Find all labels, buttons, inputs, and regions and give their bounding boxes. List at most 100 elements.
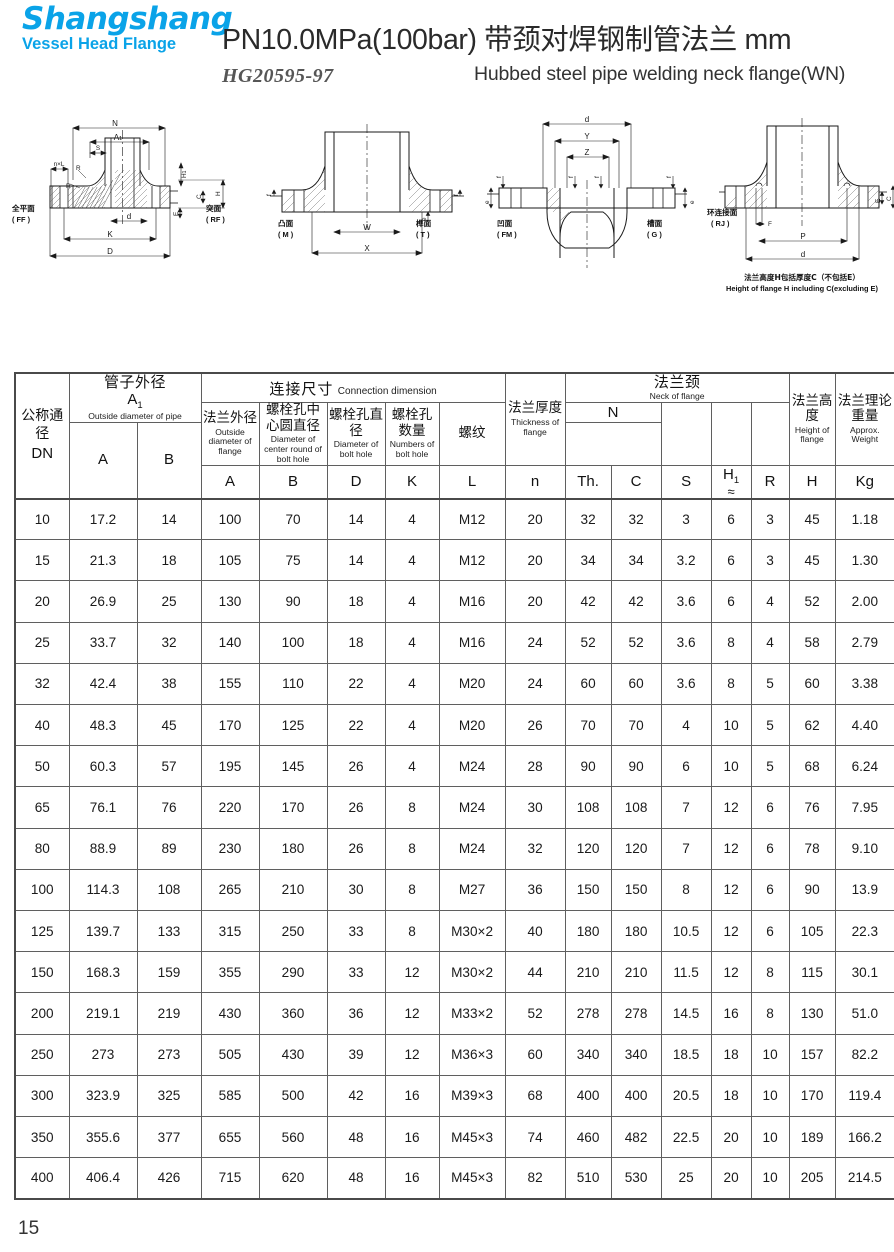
brand-logo: Shangshang Vessel Head Flange: [22, 3, 233, 53]
cell-r: 5: [750, 704, 790, 747]
col-header-weight-cn: 法兰理论重量: [837, 392, 892, 425]
col-symbol-l: L: [438, 464, 506, 500]
cell-n: 4: [384, 662, 440, 706]
sym-pipe-b: B: [288, 472, 299, 490]
table-row: 350 355.6 377 655 560 48 16 M45×3 74 460 482 22.5 20…: [14, 1115, 894, 1159]
group-header-neck: 法兰颈 Neck of flange: [564, 372, 790, 404]
cell-kg: 214.5: [834, 1157, 894, 1200]
cell-h1: 6: [710, 497, 752, 541]
cell-s: 3: [660, 497, 712, 541]
face-label-fm-cn: 凹面: [497, 219, 513, 228]
cell-k: 620: [258, 1157, 328, 1200]
cell-dn: 10: [14, 497, 70, 541]
cell-pipe_b: 45: [136, 704, 202, 747]
table-row: 150 168.3 159 355 290 33 12 M30×2 44 210 210 11.5 12…: [14, 951, 894, 994]
cell-n: 12: [384, 1033, 440, 1076]
col-header-flange-od: 法兰外径 Outside diameter of flange: [200, 402, 260, 466]
cell-r: 10: [750, 1157, 790, 1200]
face-label-rf-cn: 突面: [206, 203, 222, 213]
dim-N: N: [112, 119, 118, 128]
cell-h1: 10: [710, 745, 752, 788]
cell-k: 75: [258, 539, 328, 582]
col-header-neck-b: B: [136, 422, 202, 500]
sym-h1: H1 ≈: [712, 466, 751, 498]
cell-neck_a: 340: [564, 1033, 612, 1076]
cell-h1: 12: [710, 909, 752, 953]
cell-n: 4: [384, 621, 440, 664]
group-neck-n-symbol: N: [607, 404, 619, 422]
cell-pipe_a: 48.3: [68, 704, 138, 747]
cell-l: 18: [326, 580, 386, 623]
col-symbol-pipe-a: A: [200, 464, 260, 500]
cell-l: 48: [326, 1157, 386, 1200]
face-label-rj-cn: 环连接面: [707, 207, 738, 217]
cell-th: M20: [438, 704, 506, 747]
cell-pipe_b: 325: [136, 1074, 202, 1117]
cell-d_flange: 355: [200, 951, 260, 994]
cell-kg: 51.0: [834, 992, 894, 1035]
col-header-thread-cn: 螺纹: [458, 425, 486, 442]
col-header-dn: 公称通径 DN: [14, 372, 70, 500]
dim-R-top: R: [76, 165, 81, 172]
cell-h1: 12: [710, 786, 752, 829]
cell-neck_b: 180: [610, 909, 662, 953]
table-row: 100 114.3 108 265 210 30 8 M27 36 150 150 8 12 6 90 13.…: [14, 868, 894, 911]
cell-pipe_b: 32: [136, 621, 202, 664]
cell-neck_a: 34: [564, 539, 612, 582]
cell-th: M30×2: [438, 951, 506, 994]
table-row: 80 88.9 89 230 180 26 8 M24 32 120 120 7 12 6 78 9.10: [14, 827, 894, 870]
col-header-bolt-hole-dia-en: Diameter of bolt hole: [333, 439, 379, 460]
table-row: 250 273 273 505 430 39 12 M36×3 60 340 340 18.5 18 10…: [14, 1033, 894, 1076]
col-header-bolt-circle: 螺栓孔中心圆直径 Diameter of center round of bol…: [258, 402, 328, 466]
cell-c: 26: [504, 704, 566, 747]
cell-neck_a: 52: [564, 621, 612, 664]
dim-S: S: [96, 145, 100, 152]
cell-pipe_b: 426: [136, 1157, 202, 1200]
dim-f-right: f: [453, 194, 460, 196]
cell-h: 45: [788, 497, 836, 541]
flange-height-note-en: Height of flange H including C(excluding…: [726, 284, 878, 293]
face-label-fm-code: ( FM ): [497, 230, 517, 239]
col-symbol-h1: H1 ≈: [710, 464, 752, 500]
col-header-flange-od-cn: 法兰外径: [203, 410, 258, 427]
cell-neck_a: 90: [564, 745, 612, 788]
cell-pipe_a: 33.7: [68, 621, 138, 664]
cell-dn: 400: [14, 1157, 70, 1200]
cell-th: M24: [438, 786, 506, 829]
cell-neck_a: 150: [564, 868, 612, 911]
col-header-height-cn: 法兰高度: [791, 392, 833, 425]
cell-th: M12: [438, 497, 506, 541]
col-symbol-th: Th.: [564, 464, 612, 500]
cell-h1: 8: [710, 621, 752, 664]
col-header-weight-en: Approx. Weight: [850, 424, 880, 445]
dim-f-2: f: [568, 176, 575, 178]
cell-s: 14.5: [660, 992, 712, 1035]
cell-h1: 18: [710, 1033, 752, 1076]
table-row: 25 33.7 32 140 100 18 4 M16 24 52 52 3.6 8 4 58 2.79: [14, 621, 894, 664]
group-header-neck-n: N: [564, 402, 662, 424]
cell-s: 3.6: [660, 662, 712, 706]
cell-dn: 15: [14, 539, 70, 582]
cell-pipe_b: 76: [136, 786, 202, 829]
cell-c: 44: [504, 951, 566, 994]
sym-k: K: [407, 472, 418, 490]
cell-neck_b: 70: [610, 704, 662, 747]
cell-k: 180: [258, 827, 328, 870]
cell-dn: 200: [14, 992, 70, 1035]
cell-n: 12: [384, 992, 440, 1035]
col-header-thickness-cn: 法兰厚度: [508, 400, 563, 417]
col-symbol-n: n: [504, 464, 566, 500]
cell-h1: 6: [710, 580, 752, 623]
dim-E: E: [173, 212, 180, 216]
cell-h1: 12: [710, 868, 752, 911]
cell-r: 6: [750, 909, 790, 953]
cell-n: 4: [384, 704, 440, 747]
cell-d_flange: 655: [200, 1115, 260, 1159]
col-header-weight: 法兰理论重量 Approx. Weight: [834, 372, 894, 466]
cell-pipe_a: 76.1: [68, 786, 138, 829]
group-neck-cn: 法兰颈: [653, 373, 701, 391]
col-symbol-k: K: [384, 464, 440, 500]
cell-pipe_a: 60.3: [68, 745, 138, 788]
cell-pipe_a: 273: [68, 1033, 138, 1076]
page-title-english: Hubbed steel pipe welding neck flange(WN…: [474, 62, 846, 85]
